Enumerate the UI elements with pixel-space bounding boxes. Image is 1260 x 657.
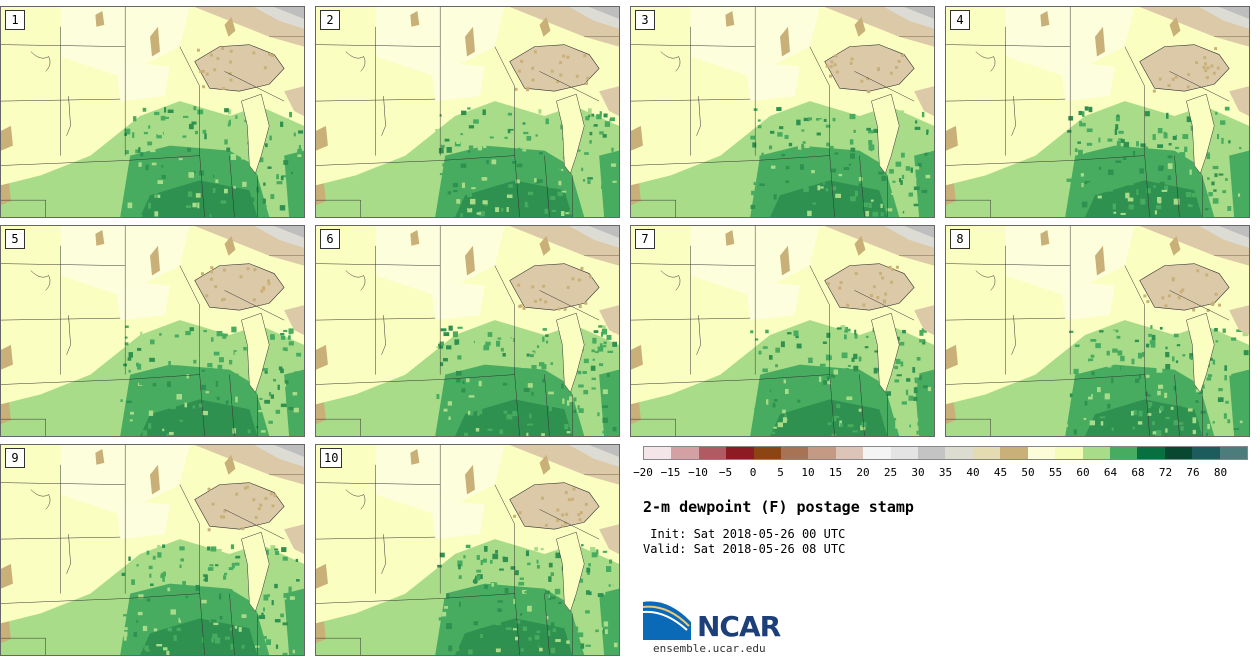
colorbar-tick-label: 45: [993, 466, 1008, 479]
colorbar-segment: [644, 447, 672, 459]
colorbar-segment: [1219, 447, 1247, 459]
colorbar-tick-label: 35: [938, 466, 953, 479]
logo-url: ensemble.ucar.edu: [653, 642, 766, 655]
colorbar-segment: [726, 447, 754, 459]
panel-label: 6: [320, 229, 340, 249]
colorbar-tick-label: −20: [633, 466, 653, 479]
colorbar-tick-label: 64: [1103, 466, 1118, 479]
chart-title: 2-m dewpoint (F) postage stamp: [643, 498, 914, 516]
init-time: Init: Sat 2018-05-26 00 UTC: [643, 527, 846, 541]
valid-time: Valid: Sat 2018-05-26 08 UTC: [643, 542, 846, 556]
colorbar-tick-label: 10: [801, 466, 815, 479]
colorbar-tick-label: 55: [1048, 466, 1063, 479]
map-panel-1: 1: [0, 6, 305, 218]
panel-label: 1: [5, 10, 25, 30]
colorbar-segment: [890, 447, 919, 459]
map-panel-8: 8: [945, 225, 1250, 437]
panel-label: 9: [5, 448, 25, 468]
colorbar-tick-label: 15: [828, 466, 843, 479]
ncar-logo-text: NCAR: [697, 610, 781, 643]
dewpoint-colorbar: [643, 446, 1248, 460]
colorbar-tick-label: 60: [1076, 466, 1090, 479]
colorbar-segment: [1109, 447, 1138, 459]
colorbar-tick-label: 50: [1021, 466, 1035, 479]
colorbar-segment: [1000, 447, 1028, 459]
colorbar-tick-label: 40: [966, 466, 980, 479]
colorbar-tick-label: 0: [749, 466, 757, 479]
map-panel-3: 3: [630, 6, 935, 218]
colorbar-tick-label: 76: [1186, 466, 1200, 479]
map-panel-4: 4: [945, 6, 1250, 218]
panel-label: 5: [5, 229, 25, 249]
colorbar-segment: [781, 447, 809, 459]
colorbar-tick-label: 80: [1213, 466, 1228, 479]
panel-label: 3: [635, 10, 655, 30]
colorbar-tick-label: 72: [1158, 466, 1173, 479]
colorbar-tick-label: −5: [718, 466, 733, 479]
colorbar-segment: [835, 447, 864, 459]
colorbar-segment: [1027, 447, 1056, 459]
colorbar-segment: [945, 447, 973, 459]
panel-label: 7: [635, 229, 655, 249]
colorbar-tick-label: −15: [660, 466, 681, 479]
colorbar-tick-label: −10: [688, 466, 708, 479]
map-panel-9: 9: [0, 444, 305, 656]
colorbar-segment: [1192, 447, 1220, 459]
colorbar-segment: [808, 447, 836, 459]
ncar-logo-icon: [643, 601, 691, 640]
colorbar-segment: [1164, 447, 1193, 459]
colorbar-tick-label: 68: [1131, 466, 1145, 479]
colorbar-segment: [671, 447, 699, 459]
colorbar-segment: [863, 447, 891, 459]
colorbar-segment: [1055, 447, 1083, 459]
colorbar-segment: [918, 447, 946, 459]
colorbar-segment: [698, 447, 727, 459]
colorbar-segment: [1082, 447, 1110, 459]
panel-label: 10: [320, 448, 343, 468]
panel-label: 4: [950, 10, 970, 30]
colorbar-segment: [972, 447, 1001, 459]
map-panel-6: 6: [315, 225, 620, 437]
colorbar-tick-label: 5: [777, 466, 784, 479]
colorbar-segment: [753, 447, 782, 459]
colorbar-segment: [1137, 447, 1165, 459]
colorbar-tick-label: 30: [911, 466, 925, 479]
panel-label: 8: [950, 229, 970, 249]
panel-label: 2: [320, 10, 340, 30]
colorbar-tick-label: 20: [856, 466, 870, 479]
map-panel-7: 7: [630, 225, 935, 437]
map-panel-2: 2: [315, 6, 620, 218]
colorbar-tick-label: 25: [883, 466, 898, 479]
map-panel-5: 5: [0, 225, 305, 437]
map-panel-10: 10: [315, 444, 620, 656]
